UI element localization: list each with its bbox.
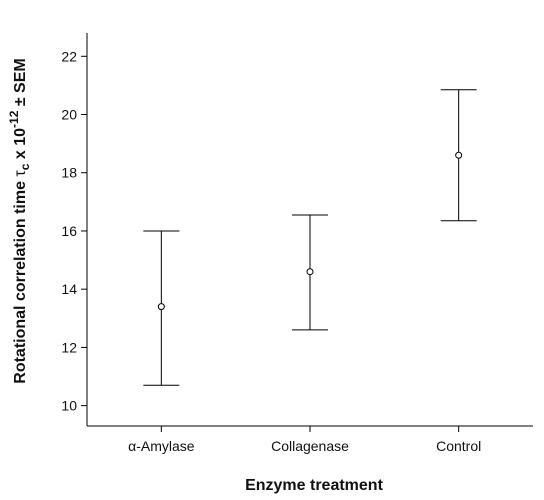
- y-axis-title-sem: ± SEM: [12, 58, 29, 110]
- y-tick-label: 20: [61, 107, 77, 123]
- data-marks: [143, 89, 477, 386]
- y-tick-label: 14: [61, 281, 77, 297]
- data-point: [157, 303, 165, 311]
- y-axis-title: Rotational correlation time τc x 10-12 ±…: [7, 58, 32, 383]
- x-axis-title: Enzyme treatment: [245, 477, 383, 494]
- x-tick-label: Control: [436, 438, 481, 454]
- y-tick-label: 12: [61, 339, 77, 355]
- y-ticks: 10 12 14 16 18 20 22: [61, 48, 87, 414]
- x-tick-label: Collagenase: [271, 438, 349, 454]
- data-point: [306, 268, 314, 276]
- y-tick-label: 18: [61, 165, 77, 181]
- y-axis-title-tau: τ: [12, 170, 29, 177]
- y-axis-title-main: Rotational correlation time: [12, 177, 29, 384]
- x-tick-label: α-Amylase: [128, 438, 195, 454]
- y-tick-label: 22: [61, 48, 77, 64]
- y-tick-label: 16: [61, 223, 77, 239]
- y-tick-label: 10: [61, 398, 77, 414]
- y-axis-title-subscript: c: [18, 163, 32, 170]
- plot-area: 10 12 14 16 18 20 22 α-Amylase Collagenase Contr…: [61, 33, 533, 454]
- data-point: [455, 151, 463, 159]
- y-axis-title-exponent: -12: [7, 110, 21, 128]
- x-ticks: α-Amylase Collagenase Control: [128, 426, 481, 454]
- y-axis-title-times: x 10: [12, 128, 29, 164]
